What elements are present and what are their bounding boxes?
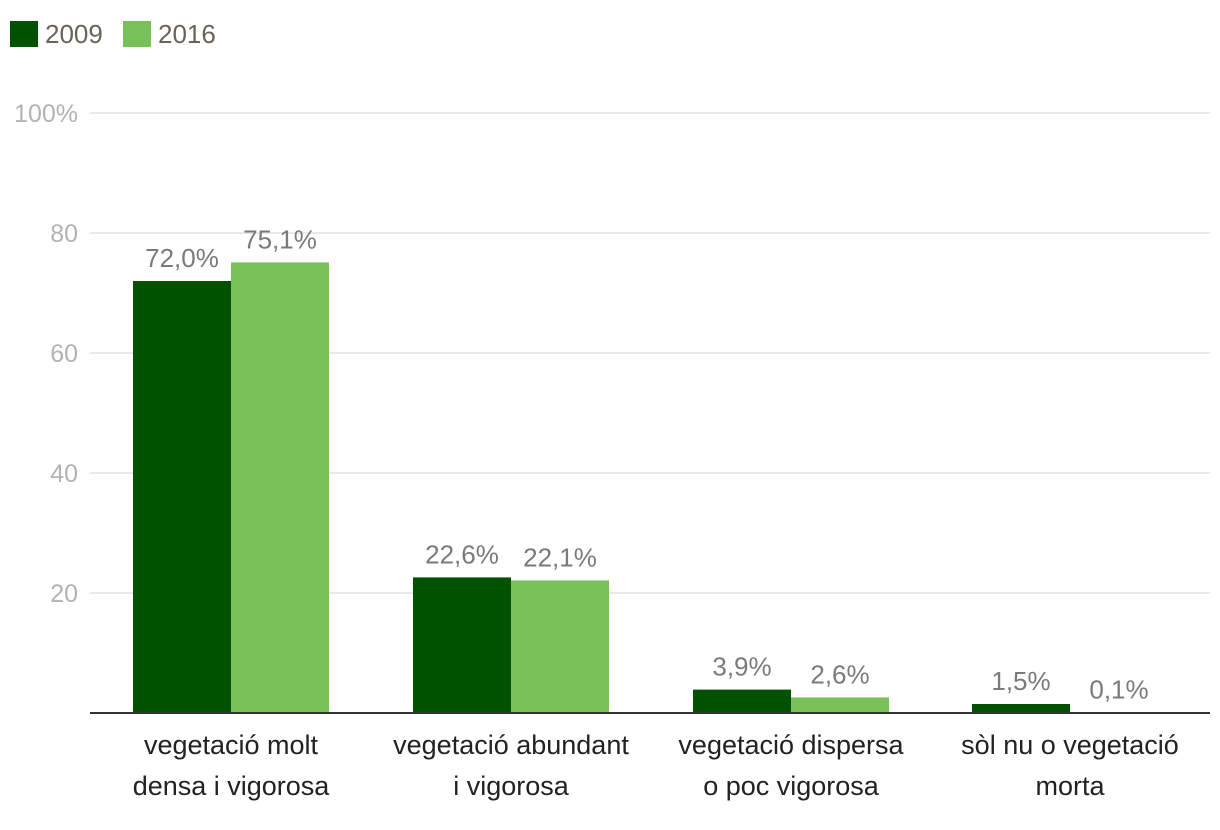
data-label-2016-4: 0,1% [1089,674,1148,704]
bar-2009-3 [693,689,791,713]
bar-2016-2 [511,580,609,713]
bar-2016-1 [231,262,329,713]
data-label-2016-1: 75,1% [243,224,317,254]
legend-label-2009: 2009 [45,19,103,49]
bar-2009-2 [413,577,511,713]
y-tick-label: 80 [50,220,78,248]
legend-label-2016: 2016 [158,19,216,49]
y-tick-label: 20 [50,580,78,608]
data-label-2009-1: 72,0% [145,243,219,273]
axis-layer: 20 40 60 80 100% vegetació molt densa i vigoro… [14,100,1210,801]
data-label-2009-3: 3,9% [712,652,771,682]
legend: 2009 2016 [10,19,216,49]
legend-swatch-2009 [10,21,38,47]
data-label-2016-3: 2,6% [810,659,869,689]
bar-2009-4 [972,704,1070,713]
legend-swatch-2016 [123,21,151,47]
y-tick-label: 40 [50,460,78,488]
label-layer: 72,0% 22,6% 3,9% 1,5% 75,1% 22,1% 2,6% 0,1% [145,224,1149,704]
bar-layer [133,262,1168,713]
y-tick-label: 60 [50,340,78,368]
x-category-label: sòl nu o vegetació morta [961,730,1179,801]
y-tick-label: 100% [14,100,78,128]
data-label-2016-2: 22,1% [523,542,597,572]
data-label-2009-2: 22,6% [425,539,499,569]
bar-2009-1 [133,281,231,713]
bar-2016-3 [791,697,889,713]
x-category-label: vegetació abundant i vigorosa [393,730,629,801]
data-label-2009-4: 1,5% [991,666,1050,696]
x-category-label: vegetació molt densa i vigorosa [133,730,331,801]
x-category-label: vegetació dispersa o poc vigorosa [678,730,904,801]
